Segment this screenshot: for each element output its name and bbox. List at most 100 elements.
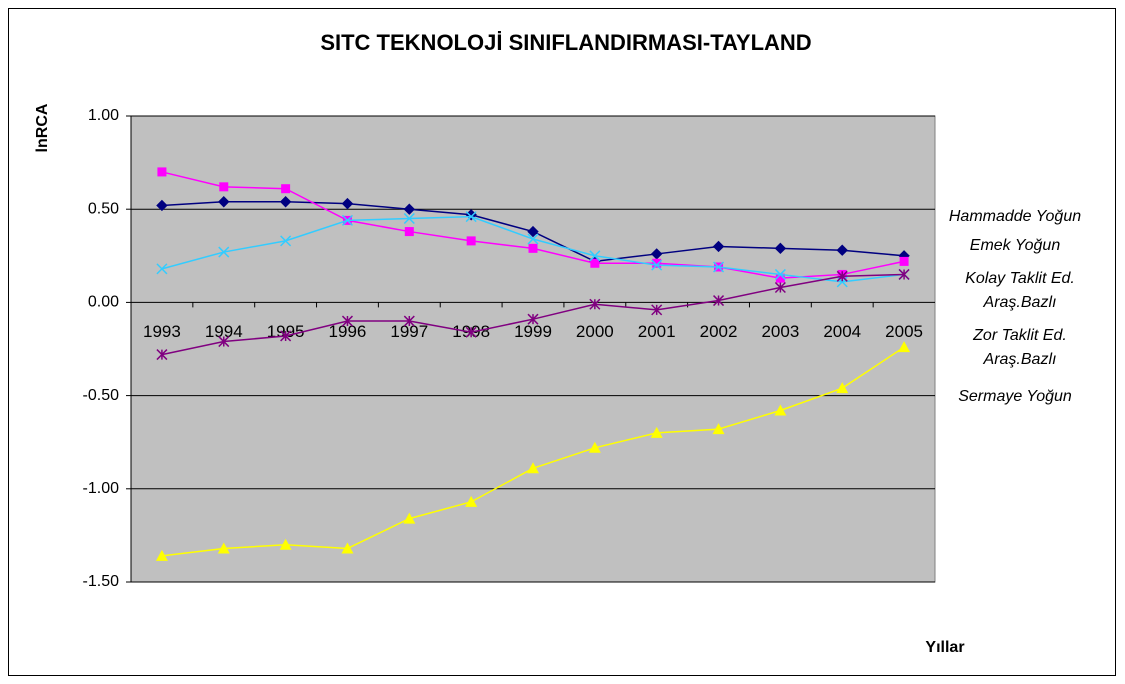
marker: [774, 404, 787, 416]
x-tick-label: 2005: [885, 322, 923, 341]
marker: [219, 182, 229, 192]
marker: [836, 276, 848, 288]
marker: [713, 261, 725, 273]
marker-stroke: [527, 313, 539, 325]
marker: [465, 326, 477, 338]
marker: [156, 199, 168, 212]
marker: [403, 212, 415, 225]
marker: [589, 298, 601, 310]
legend-entry: Kolay Taklit Ed. Araş.Bazlı: [965, 270, 1075, 311]
marker: [157, 167, 167, 177]
chart-title: SITC TEKNOLOJİ SINIFLANDIRMASI-TAYLAND: [320, 30, 811, 55]
marker-stroke: [218, 246, 230, 258]
x-tick-label: 1997: [390, 322, 428, 341]
marker-stroke: [527, 233, 539, 245]
marker: [281, 184, 291, 194]
marker-stroke: [465, 211, 477, 223]
marker: [218, 196, 230, 208]
marker-stroke: [218, 336, 230, 348]
x-tick-label: 2002: [700, 322, 738, 341]
x-tick-label: 1996: [329, 322, 367, 341]
y-tick-label: -1.00: [83, 480, 120, 497]
marker-stroke: [651, 304, 663, 316]
marker-stroke: [403, 315, 415, 327]
plot-area: [130, 115, 936, 583]
y-axis-label: lnRCA: [34, 103, 51, 152]
marker: [341, 214, 353, 226]
marker: [155, 549, 168, 561]
marker-stroke: [465, 326, 477, 338]
marker: [527, 233, 539, 245]
y-tick-label: -1.50: [83, 573, 120, 590]
marker: [341, 197, 354, 210]
marker: [156, 263, 168, 275]
marker: [774, 268, 786, 280]
marker: [341, 542, 354, 554]
marker: [403, 315, 415, 327]
marker: [279, 538, 292, 550]
marker: [590, 258, 600, 268]
x-tick-label: 2001: [638, 322, 676, 341]
marker: [465, 211, 477, 223]
marker: [588, 441, 601, 453]
marker: [465, 495, 478, 507]
y-tick-label: -0.50: [83, 387, 120, 404]
x-tick-label: 2004: [823, 322, 861, 341]
y-tick-label: 0.50: [88, 200, 119, 217]
marker-stroke: [898, 268, 910, 280]
marker: [404, 227, 414, 237]
x-tick-label: 2000: [576, 322, 614, 341]
x-tick-label: 1993: [143, 322, 181, 341]
marker: [279, 196, 292, 208]
x-tick-label: 1994: [205, 322, 243, 341]
marker: [775, 273, 785, 283]
marker: [898, 268, 910, 280]
marker-stroke: [589, 250, 601, 262]
marker: [589, 250, 601, 262]
marker: [836, 382, 849, 394]
marker-stroke: [713, 295, 725, 307]
marker: [528, 243, 538, 253]
marker-stroke: [156, 263, 168, 275]
marker-stroke: [280, 330, 292, 342]
legend-entry: Emek Yoğun: [969, 237, 1061, 254]
marker: [217, 542, 230, 554]
marker-stroke: [341, 315, 353, 327]
marker: [899, 256, 909, 266]
marker: [774, 242, 787, 255]
legend-entry: Hammadde Yoğun: [948, 208, 1082, 225]
marker-stroke: [280, 235, 292, 247]
marker: [218, 336, 230, 348]
marker: [280, 330, 292, 342]
marker-stroke: [836, 270, 848, 282]
marker: [898, 341, 911, 353]
marker: [527, 225, 539, 238]
x-tick-label: 1999: [514, 322, 552, 341]
marker: [651, 304, 663, 316]
marker-stroke: [713, 261, 725, 273]
marker-stroke: [774, 268, 786, 280]
marker-stroke: [836, 276, 848, 288]
marker: [712, 423, 725, 435]
marker: [836, 244, 848, 256]
marker-stroke: [774, 281, 786, 294]
legend-entry: Sermaye Yoğun: [958, 388, 1072, 405]
marker: [403, 203, 416, 215]
legend-entry: Zor Taklit Ed. Araş.Bazlı: [973, 327, 1067, 368]
marker: [652, 258, 662, 268]
marker: [341, 315, 353, 327]
y-tick-label: 0.00: [88, 294, 119, 311]
marker-stroke: [589, 298, 601, 310]
marker-stroke: [651, 259, 663, 271]
marker: [280, 235, 292, 247]
marker: [156, 349, 168, 361]
x-axis-label: Yıllar: [925, 639, 964, 656]
marker: [650, 426, 663, 438]
marker: [651, 259, 663, 271]
marker-stroke: [403, 212, 415, 225]
marker: [836, 270, 848, 282]
marker: [774, 281, 786, 294]
marker: [218, 246, 230, 258]
